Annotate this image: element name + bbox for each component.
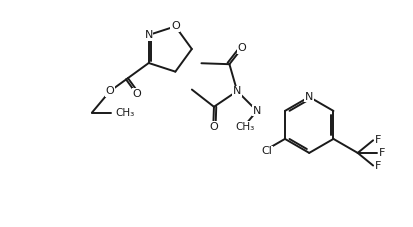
- Text: O: O: [237, 43, 245, 53]
- Text: N: N: [233, 86, 241, 96]
- Text: O: O: [171, 21, 179, 31]
- Text: O: O: [209, 122, 217, 132]
- Text: F: F: [374, 160, 380, 170]
- Text: F: F: [374, 135, 380, 145]
- Text: CH₃: CH₃: [115, 108, 134, 118]
- Text: CH₃: CH₃: [235, 122, 254, 132]
- Text: F: F: [378, 148, 385, 158]
- Text: O: O: [105, 86, 114, 96]
- Text: N: N: [252, 106, 261, 116]
- Text: N: N: [144, 30, 152, 40]
- Text: O: O: [132, 89, 141, 99]
- Text: Cl: Cl: [261, 146, 271, 156]
- Text: N: N: [304, 92, 313, 102]
